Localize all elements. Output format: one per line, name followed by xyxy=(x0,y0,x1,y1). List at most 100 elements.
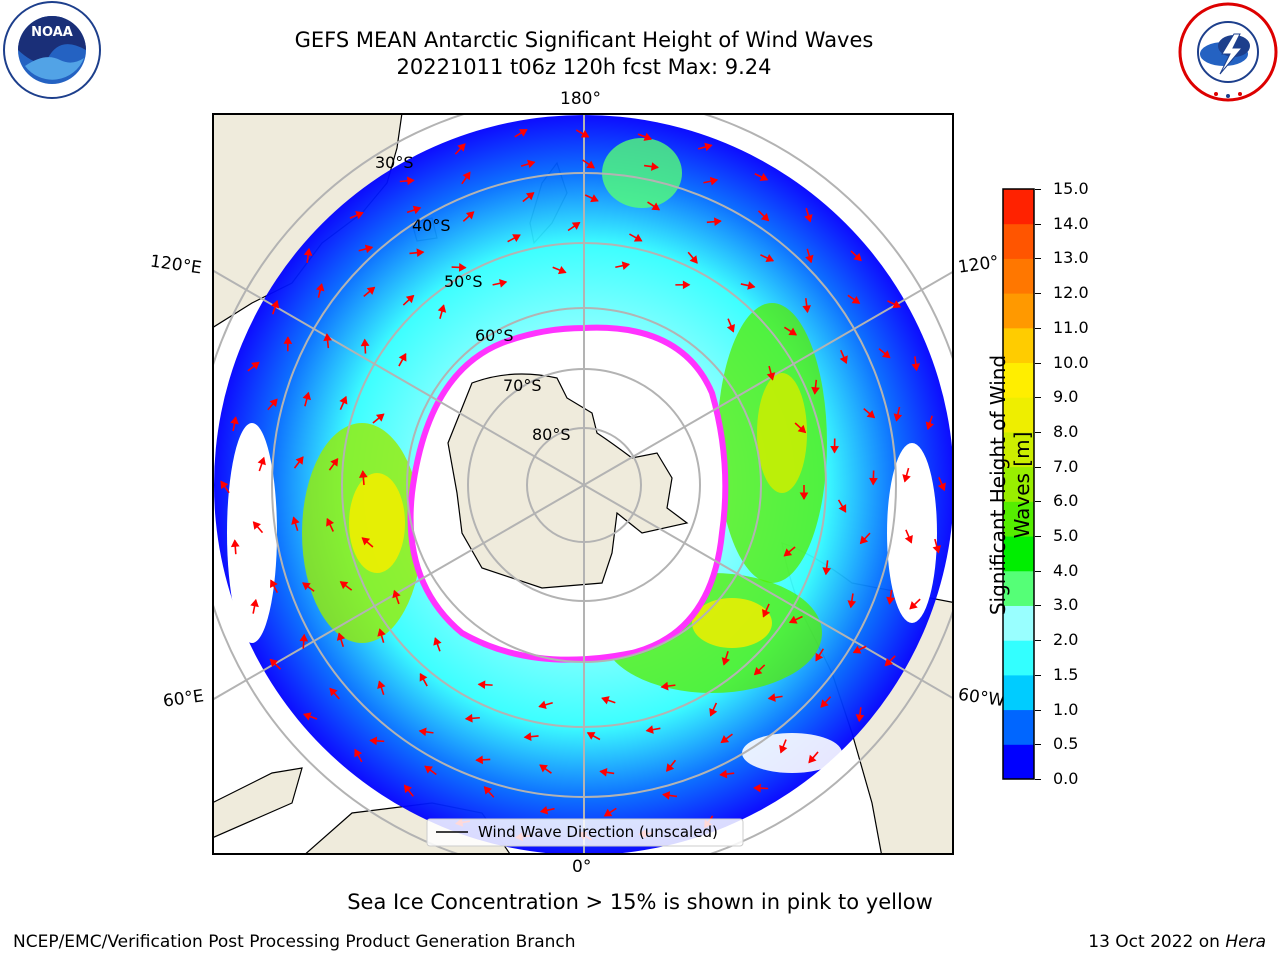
wind-arrow-head xyxy=(580,129,590,138)
wind-arrow-head xyxy=(909,601,918,610)
colorbar-band xyxy=(1003,640,1034,676)
wind-arrow-head xyxy=(911,363,921,372)
wind-arrow-head xyxy=(437,304,447,313)
lat-label-30s: 30°S xyxy=(375,153,414,172)
wind-arrow-head xyxy=(464,713,473,723)
wind-arrow-head xyxy=(586,160,595,169)
wind-arrow-head xyxy=(590,194,599,203)
wind-arrow-head xyxy=(869,477,878,486)
wind-arrow-head xyxy=(539,764,548,773)
wind-arrow-head xyxy=(709,176,719,186)
colorbar-band xyxy=(1003,189,1034,225)
wind-arrow-head xyxy=(303,247,313,256)
wind-arrow-head xyxy=(523,732,532,741)
wind-arrow-head xyxy=(886,596,895,605)
wind-arrow-head xyxy=(859,535,869,545)
colorbar-band xyxy=(1003,258,1034,294)
wind-arrow-head xyxy=(538,700,547,710)
wind-arrow-head xyxy=(651,202,661,211)
colorbar-tick-mark xyxy=(1035,466,1041,468)
wind-arrow-head xyxy=(483,786,493,795)
wind-arrow-head xyxy=(621,261,630,270)
colorbar-tick-mark xyxy=(1035,293,1041,295)
colorbar-tick-label: 12.0 xyxy=(1053,283,1089,303)
wind-arrow-head xyxy=(369,736,378,746)
wind-arrow-head xyxy=(601,696,610,705)
wind-arrow-head xyxy=(257,456,266,466)
colorbar-tick-mark xyxy=(1035,570,1041,572)
wind-arrow-head xyxy=(852,645,862,654)
wind-arrow-head xyxy=(937,482,946,492)
wind-arrow-head xyxy=(720,735,730,744)
colorbar-band xyxy=(1003,362,1034,398)
colorbar-tick-mark xyxy=(1035,258,1041,260)
lat-label-50s: 50°S xyxy=(444,272,483,291)
wind-arrow-head xyxy=(269,658,279,668)
lon-label-120w: 120° xyxy=(956,252,1001,278)
wind-arrow-head xyxy=(884,657,893,667)
wind-arrow-head xyxy=(527,159,536,169)
wind-arrow-head xyxy=(405,294,415,304)
wind-arrow-head xyxy=(398,352,407,362)
wind-arrow-head xyxy=(269,579,278,589)
wind-arrow-head xyxy=(477,680,486,690)
polar-map: 30°S 40°S 50°S 60°S 70°S 80°S Wind Wave … xyxy=(212,113,954,855)
colorbar-tick-mark xyxy=(1035,779,1041,780)
wind-arrow-head xyxy=(762,609,771,618)
colorbar-tick-mark xyxy=(1035,189,1041,190)
wind-arrow-head xyxy=(830,445,839,454)
lat-label-40s: 40°S xyxy=(412,216,451,235)
colorbar-band xyxy=(1003,570,1034,606)
wind-arrow-head xyxy=(713,217,722,227)
colorbar-tick-mark xyxy=(1035,397,1041,399)
wind-arrow-head xyxy=(355,211,364,220)
wind-arrow-head xyxy=(457,143,466,152)
wind-arrow-head xyxy=(783,548,793,557)
colorbar-tick-mark xyxy=(1035,640,1041,642)
nws-logo xyxy=(1178,2,1278,102)
antarctica-land xyxy=(447,373,689,589)
wind-arrow-head xyxy=(799,492,809,500)
wind-arrow-head xyxy=(805,254,814,264)
wind-arrow-head xyxy=(753,666,763,676)
wind-arrow-head xyxy=(645,725,654,734)
wind-arrow-head xyxy=(779,744,788,754)
wind-arrow-head xyxy=(820,699,829,708)
wind-arrow-head xyxy=(295,456,304,465)
wind-arrow-head xyxy=(424,765,433,774)
wind-arrow-head xyxy=(660,681,669,691)
wind-arrow-head xyxy=(704,142,713,152)
colorbar-tick-label: 1.5 xyxy=(1053,664,1079,684)
noaa-logo-text: NOAA xyxy=(31,25,73,40)
colorbar-band xyxy=(1003,674,1034,711)
wind-arrow-head xyxy=(892,300,902,309)
wind-arrow-head xyxy=(462,171,471,181)
wind-arrow-head xyxy=(726,323,735,333)
wind-arrow-head xyxy=(329,687,338,697)
wind-arrow-head xyxy=(855,714,865,723)
wind-arrow-head xyxy=(811,386,820,395)
colorbar-band xyxy=(1003,327,1034,364)
wind-arrow-head xyxy=(230,539,240,548)
colorbar-tick-mark xyxy=(1035,501,1041,503)
wind-arrow-head xyxy=(361,537,371,546)
wind-arrow-head xyxy=(323,333,332,342)
colorbar-tick-label: 5.0 xyxy=(1053,526,1079,546)
wind-arrow-head xyxy=(788,615,798,624)
colorbar-band xyxy=(1003,397,1034,433)
graticule xyxy=(213,114,953,854)
colorbar-tick-label: 7.0 xyxy=(1053,456,1079,476)
wind-arrow-head xyxy=(822,567,832,576)
wind-arrow-head xyxy=(643,132,653,141)
wind-arrow-head xyxy=(603,808,613,817)
wind-arrow-head xyxy=(808,754,817,764)
wind-arrow-head xyxy=(403,784,412,794)
colorbar-band xyxy=(1003,293,1034,329)
lon-label-120e: 120°E xyxy=(148,251,203,279)
colorbar-tick-mark xyxy=(1035,674,1041,676)
wind-arrow-head xyxy=(682,280,691,290)
wind-arrow-head xyxy=(838,504,847,513)
colorbar-tick-label: 10.0 xyxy=(1053,352,1089,372)
wind-arrow-head xyxy=(815,652,824,662)
colorbar-tick-label: 14.0 xyxy=(1053,213,1089,233)
